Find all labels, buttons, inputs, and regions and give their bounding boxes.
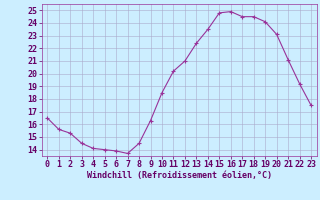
X-axis label: Windchill (Refroidissement éolien,°C): Windchill (Refroidissement éolien,°C) bbox=[87, 171, 272, 180]
